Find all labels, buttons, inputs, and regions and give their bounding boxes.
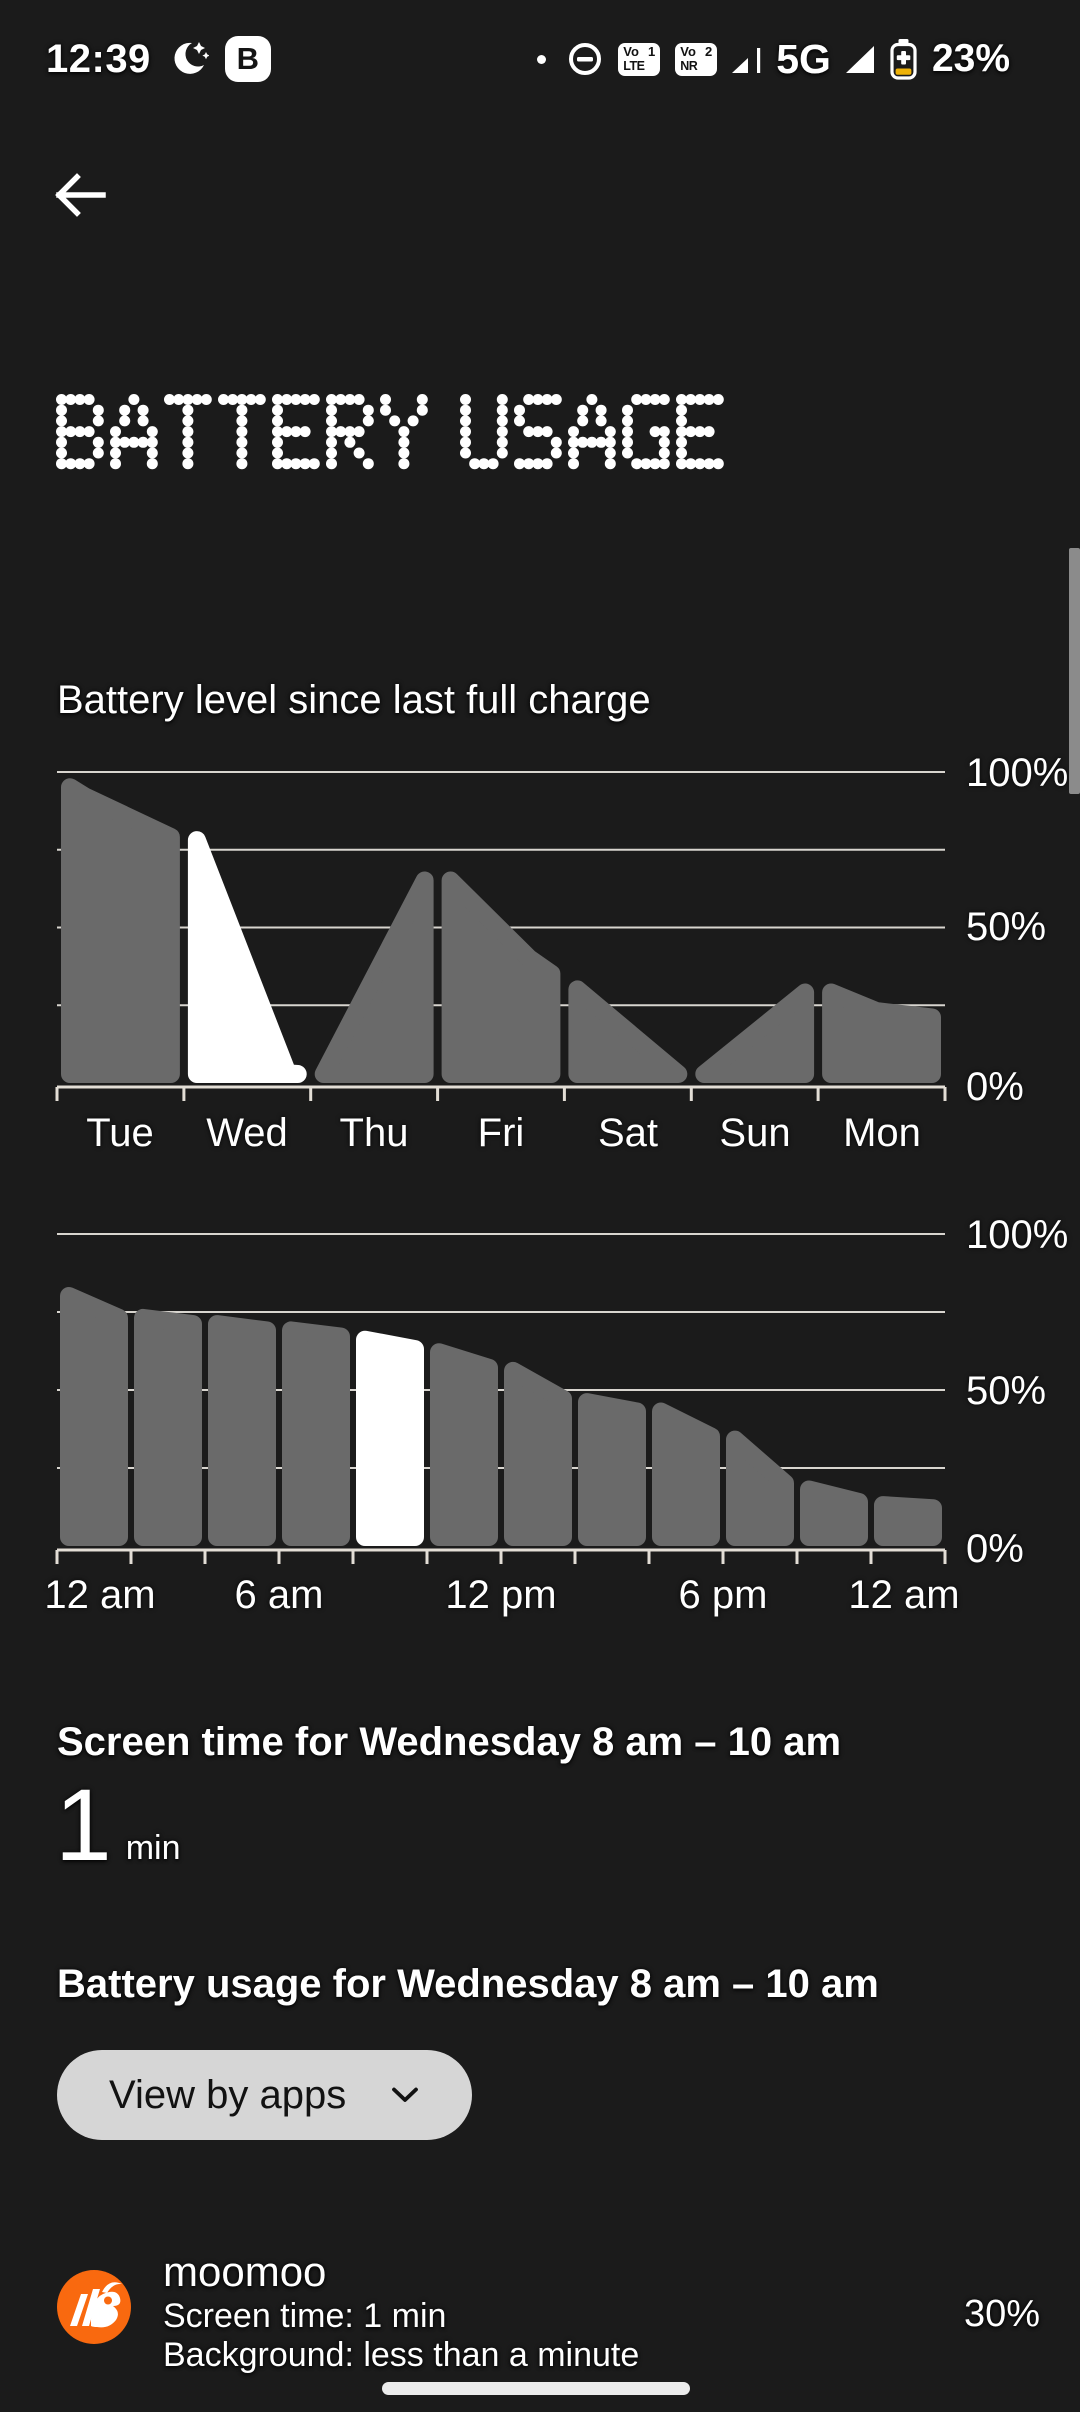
svg-text:100%: 100% <box>966 751 1068 795</box>
chart-subtitle: Battery level since last full charge <box>57 678 651 722</box>
svg-text:Wed: Wed <box>206 1111 288 1155</box>
weekly-battery-chart[interactable]: Tue Wed Thu Fri Sat Sun Mon 100% 50% 0% <box>55 751 1068 1155</box>
svg-text:Mon: Mon <box>843 1111 921 1155</box>
svg-text:0%: 0% <box>966 1527 1024 1571</box>
svg-text:100%: 100% <box>966 1213 1068 1257</box>
svg-text:Fri: Fri <box>478 1111 525 1155</box>
bedtime-moon-icon <box>167 38 209 80</box>
page-title-dotmatrix <box>56 394 724 470</box>
app-background-time: Background: less than a minute <box>163 2336 640 2375</box>
app-screen-time: Screen time: 1 min <box>163 2297 447 2336</box>
view-by-apps-dropdown[interactable]: View by apps <box>57 2050 472 2140</box>
status-bar-left: 12:39 B <box>46 36 271 82</box>
scrollbar-thumb[interactable] <box>1069 548 1080 794</box>
notification-dot-icon <box>537 54 547 64</box>
screen-time-stat: 1 min <box>55 1768 181 1882</box>
app-notification-icon: B <box>224 36 271 82</box>
svg-text:12 am: 12 am <box>44 1573 155 1617</box>
hour-bar-6[interactable] <box>504 1361 572 1546</box>
gesture-navigation-handle[interactable] <box>382 2382 690 2395</box>
svg-text:12 pm: 12 pm <box>445 1573 556 1617</box>
hour-bar-5[interactable] <box>430 1343 498 1546</box>
svg-text:0%: 0% <box>966 1065 1024 1109</box>
day-area-Mon[interactable] <box>822 983 941 1083</box>
svg-text:6 pm: 6 pm <box>679 1573 768 1617</box>
day-area-Thu[interactable] <box>314 871 434 1083</box>
svg-text:Thu: Thu <box>340 1111 409 1155</box>
hour-bar-10[interactable] <box>800 1480 868 1546</box>
screen-time-heading: Screen time for Wednesday 8 am – 10 am <box>57 1720 842 1764</box>
signal-strength-sim2-icon <box>845 45 875 74</box>
svg-text:Sat: Sat <box>598 1111 658 1155</box>
status-bar-right: Vo 1 LTE Vo 2 NR 5G <box>537 36 1010 83</box>
battery-usage-heading: Battery usage for Wednesday 8 am – 10 am <box>57 1962 879 2006</box>
hour-bar-1[interactable] <box>134 1308 202 1546</box>
hour-bar-0[interactable] <box>60 1287 128 1546</box>
hour-bar-2[interactable] <box>208 1315 276 1546</box>
network-type-label: 5G <box>776 35 831 82</box>
svg-text:50%: 50% <box>966 905 1046 949</box>
battery-saver-icon <box>890 38 917 80</box>
do-not-disturb-icon <box>567 41 603 77</box>
signal-strength-sim1-icon <box>732 45 761 74</box>
app-name: moomoo <box>163 2248 327 2295</box>
day-area-Sat[interactable] <box>568 980 688 1083</box>
svg-text:12 am: 12 am <box>848 1573 959 1617</box>
moomoo-app-icon <box>57 2270 131 2344</box>
hour-bar-3[interactable] <box>282 1321 350 1546</box>
svg-text:50%: 50% <box>966 1369 1046 1413</box>
hour-bar-9[interactable] <box>726 1430 794 1546</box>
svg-text:6 am: 6 am <box>235 1573 324 1617</box>
volte-sim1-icon: Vo 1 LTE <box>618 42 661 76</box>
hour-bar-4[interactable] <box>356 1330 424 1546</box>
screen-time-unit: min <box>125 1828 181 1867</box>
day-area-Wed[interactable] <box>187 831 307 1083</box>
app-battery-percent: 30% <box>963 2292 1040 2335</box>
app-usage-texts: moomoo Screen time: 1 min Background: le… <box>163 2248 639 2374</box>
status-bar: 12:39 B Vo 1 LTE <box>0 32 1080 86</box>
screen-time-value: 1 <box>55 1768 112 1882</box>
daily-battery-chart[interactable]: 12 am 6 am 12 pm 6 pm 12 am 100% 50% 0% <box>44 1213 1068 1617</box>
day-area-Fri[interactable] <box>441 871 561 1083</box>
back-button[interactable] <box>40 160 120 230</box>
hour-bar-8[interactable] <box>652 1402 720 1546</box>
day-area-Tue[interactable] <box>61 778 180 1083</box>
app-usage-row[interactable]: moomoo Screen time: 1 min Background: le… <box>57 2248 1040 2380</box>
hour-bar-11[interactable] <box>874 1496 942 1546</box>
back-arrow-icon <box>49 170 111 220</box>
clock: 12:39 <box>46 36 151 81</box>
vonr-sim2-icon: Vo 2 NR <box>675 42 718 76</box>
battery-percent-label: 23% <box>931 37 1010 80</box>
chevron-down-icon <box>390 2086 420 2104</box>
day-area-Sun[interactable] <box>695 983 815 1083</box>
svg-text:Tue: Tue <box>86 1111 153 1155</box>
svg-text:Sun: Sun <box>719 1111 790 1155</box>
hour-bar-7[interactable] <box>578 1393 646 1546</box>
dropdown-label: View by apps <box>109 2072 347 2117</box>
